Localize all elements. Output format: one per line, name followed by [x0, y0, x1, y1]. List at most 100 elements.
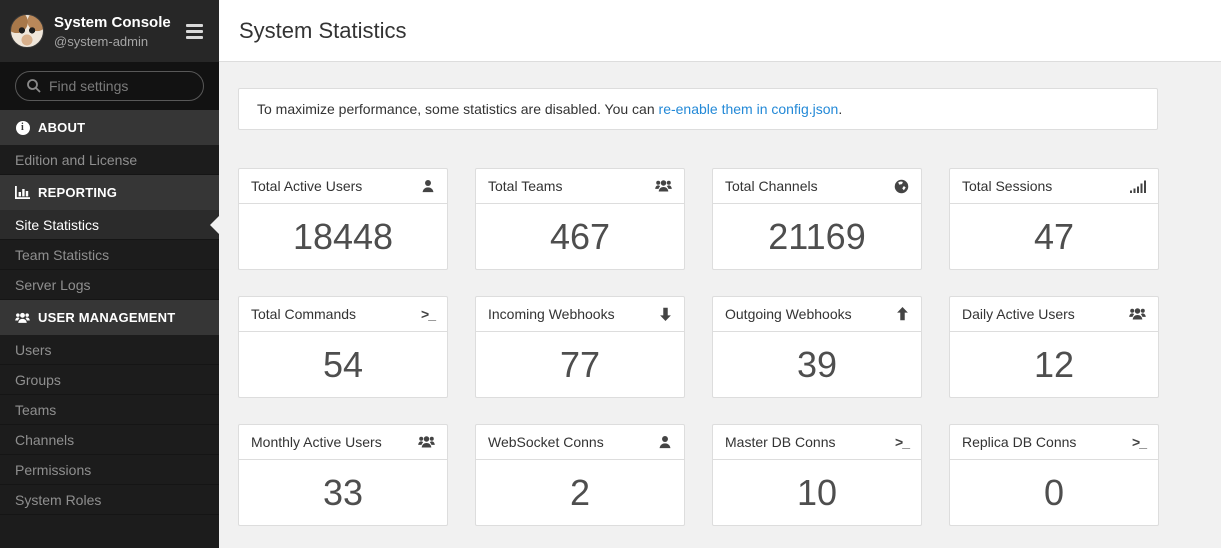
stat-card-total-teams: Total Teams 467: [475, 168, 685, 270]
section-label: ABOUT: [38, 120, 86, 135]
sidebar-header: System Console @system-admin: [0, 0, 219, 62]
stat-label: Total Active Users: [251, 178, 363, 194]
stat-card-master-db-conns: Master DB Conns >_ 10: [712, 424, 922, 526]
stat-value: 12: [1033, 344, 1075, 385]
stat-value: 18448: [292, 216, 394, 257]
sidebar-item-groups[interactable]: Groups: [0, 365, 219, 395]
stat-label: Outgoing Webhooks: [725, 306, 852, 322]
stat-value: 39: [796, 344, 838, 385]
stat-label: WebSocket Conns: [488, 434, 604, 450]
stat-value: 467: [549, 216, 611, 257]
stat-card-header: Total Teams: [476, 169, 684, 204]
stat-icon-wrap: [1130, 180, 1146, 193]
stat-card-outgoing-webhooks: Outgoing Webhooks 39: [712, 296, 922, 398]
stat-label: Total Commands: [251, 306, 357, 322]
sidebar-item-server-logs[interactable]: Server Logs: [0, 270, 219, 300]
stat-label: Total Teams: [488, 178, 563, 194]
stat-value: 0: [1043, 472, 1065, 513]
stat-card-header: Monthly Active Users: [239, 425, 447, 460]
stat-icon-wrap: >_: [421, 306, 436, 322]
banner-text: To maximize performance, some statistics…: [257, 101, 659, 117]
stat-value: 47: [1033, 216, 1075, 257]
stat-label: Monthly Active Users: [251, 434, 382, 450]
stat-label: Total Channels: [725, 178, 818, 194]
stat-icon-wrap: [421, 179, 435, 193]
stat-card-websocket-conns: WebSocket Conns 2: [475, 424, 685, 526]
stat-card-incoming-webhooks: Incoming Webhooks 77: [475, 296, 685, 398]
page-title: System Statistics: [239, 17, 407, 43]
performance-banner: To maximize performance, some statistics…: [238, 88, 1158, 130]
stat-icon-wrap: [655, 179, 672, 193]
banner-text-end: .: [838, 101, 843, 117]
stat-card-monthly-active-users: Monthly Active Users 33: [238, 424, 448, 526]
stat-card-header: Total Active Users: [239, 169, 447, 204]
stat-card-header: Total Channels: [713, 169, 921, 204]
stat-card-header: Total Sessions: [950, 169, 1158, 204]
config-json-link[interactable]: re-enable them in config.json: [658, 101, 839, 117]
stat-icon-wrap: [1129, 307, 1146, 321]
main-panel: System Statistics To maximize performanc…: [219, 0, 1221, 548]
console-title: System Console: [54, 13, 171, 31]
stat-icon-wrap: [896, 307, 909, 321]
section-label: REPORTING: [38, 185, 118, 200]
sidebar-item-teams[interactable]: Teams: [0, 395, 219, 425]
user-icon: [659, 436, 671, 449]
sidebar-item-edition-and-license[interactable]: Edition and License: [0, 145, 219, 175]
sidebar-item-channels[interactable]: Channels: [0, 425, 219, 455]
sidebar-item-site-statistics[interactable]: Site Statistics: [0, 210, 219, 240]
sidebar-item-system-roles[interactable]: System Roles: [0, 485, 219, 515]
stat-label: Total Sessions: [962, 178, 1053, 194]
sidebar-item-permissions[interactable]: Permissions: [0, 455, 219, 485]
stat-value: 2: [569, 472, 591, 513]
stat-card-total-channels: Total Channels 21169: [712, 168, 922, 270]
stat-card-header: Outgoing Webhooks: [713, 297, 921, 332]
globe-icon: [894, 179, 909, 193]
sidebar-item-team-statistics[interactable]: Team Statistics: [0, 240, 219, 270]
content-area: To maximize performance, some statistics…: [219, 62, 1221, 548]
sidebar-header-text: System Console @system-admin: [54, 13, 184, 50]
menu-icon[interactable]: [184, 20, 205, 43]
stat-icon-wrap: [418, 435, 435, 449]
stat-card-total-active-users: Total Active Users 18448: [238, 168, 448, 270]
sidebar-section-header-about: i ABOUT: [0, 110, 219, 145]
admin-username: @system-admin: [54, 33, 149, 49]
user-icon: [422, 180, 434, 193]
stat-card-total-commands: Total Commands >_ 54: [238, 296, 448, 398]
terminal-icon: >_: [421, 306, 436, 322]
sidebar-search: [0, 62, 219, 110]
stat-label: Replica DB Conns: [962, 434, 1077, 450]
info-icon: i: [15, 120, 30, 135]
stat-label: Daily Active Users: [962, 306, 1075, 322]
terminal-icon: >_: [1132, 434, 1147, 450]
stat-icon-wrap: [658, 435, 672, 449]
stat-card-header: Total Commands >_: [239, 297, 447, 332]
arrow-up-icon: [897, 307, 908, 321]
stat-card-header: Replica DB Conns >_: [950, 425, 1158, 460]
stat-icon-wrap: >_: [895, 434, 910, 450]
stat-label: Incoming Webhooks: [488, 306, 615, 322]
stat-card-total-sessions: Total Sessions 47: [949, 168, 1159, 270]
avatar: [10, 14, 44, 48]
stat-card-daily-active-users: Daily Active Users 12: [949, 296, 1159, 398]
terminal-icon: >_: [895, 434, 910, 450]
stat-card-header: Daily Active Users: [950, 297, 1158, 332]
sidebar-item-users[interactable]: Users: [0, 335, 219, 365]
sidebar-section-header-user-management: USER MANAGEMENT: [0, 300, 219, 335]
stats-grid: Total Active Users 18448 Total Teams 467 Tot…: [238, 168, 1159, 526]
arrow-down-icon: [660, 307, 671, 321]
stat-value: 54: [322, 344, 364, 385]
bar-chart-icon: [15, 186, 30, 199]
sidebar-section-header-reporting: REPORTING: [0, 175, 219, 210]
stat-value: 33: [322, 472, 364, 513]
search-input[interactable]: [15, 71, 204, 101]
stat-card-replica-db-conns: Replica DB Conns >_ 0: [949, 424, 1159, 526]
sidebar-sections: i ABOUT Edition and License REPORTING Site S…: [0, 110, 219, 515]
users-icon: [655, 180, 672, 192]
main-header: System Statistics: [219, 0, 1221, 62]
stat-card-header: WebSocket Conns: [476, 425, 684, 460]
stat-card-header: Master DB Conns >_: [713, 425, 921, 460]
section-label: USER MANAGEMENT: [38, 310, 176, 325]
search-icon: [27, 79, 41, 93]
stat-label: Master DB Conns: [725, 434, 836, 450]
stat-value: 21169: [768, 216, 866, 257]
